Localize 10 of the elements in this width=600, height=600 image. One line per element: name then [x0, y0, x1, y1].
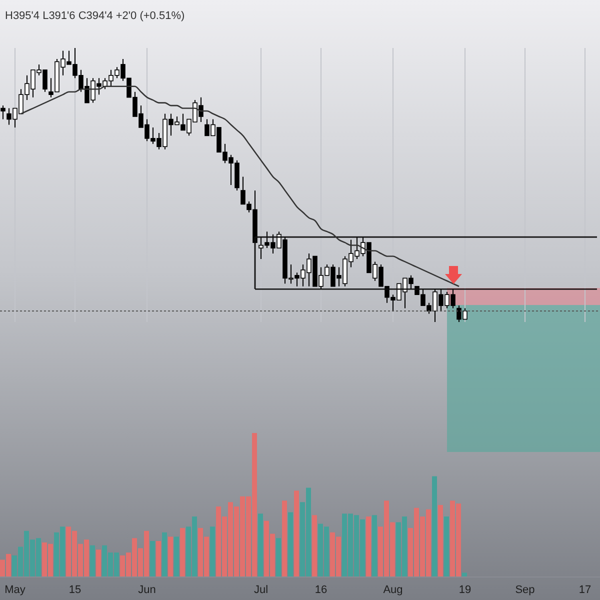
x-tick-label: 16 [314, 584, 328, 596]
x-tick-label: Aug [383, 584, 403, 596]
x-tick-label: 19 [458, 584, 472, 596]
x-tick-label: 17 [578, 584, 592, 596]
x-tick-label: Jun [138, 584, 156, 596]
x-tick-label: Jul [254, 584, 268, 596]
x-tick-label: May [4, 584, 26, 596]
x-tick-label: 15 [68, 584, 82, 596]
x-tick-label: Sep [515, 584, 535, 596]
text: H395'4 L391'6 C394'4 +2'0 (+0.51%) [5, 10, 185, 22]
